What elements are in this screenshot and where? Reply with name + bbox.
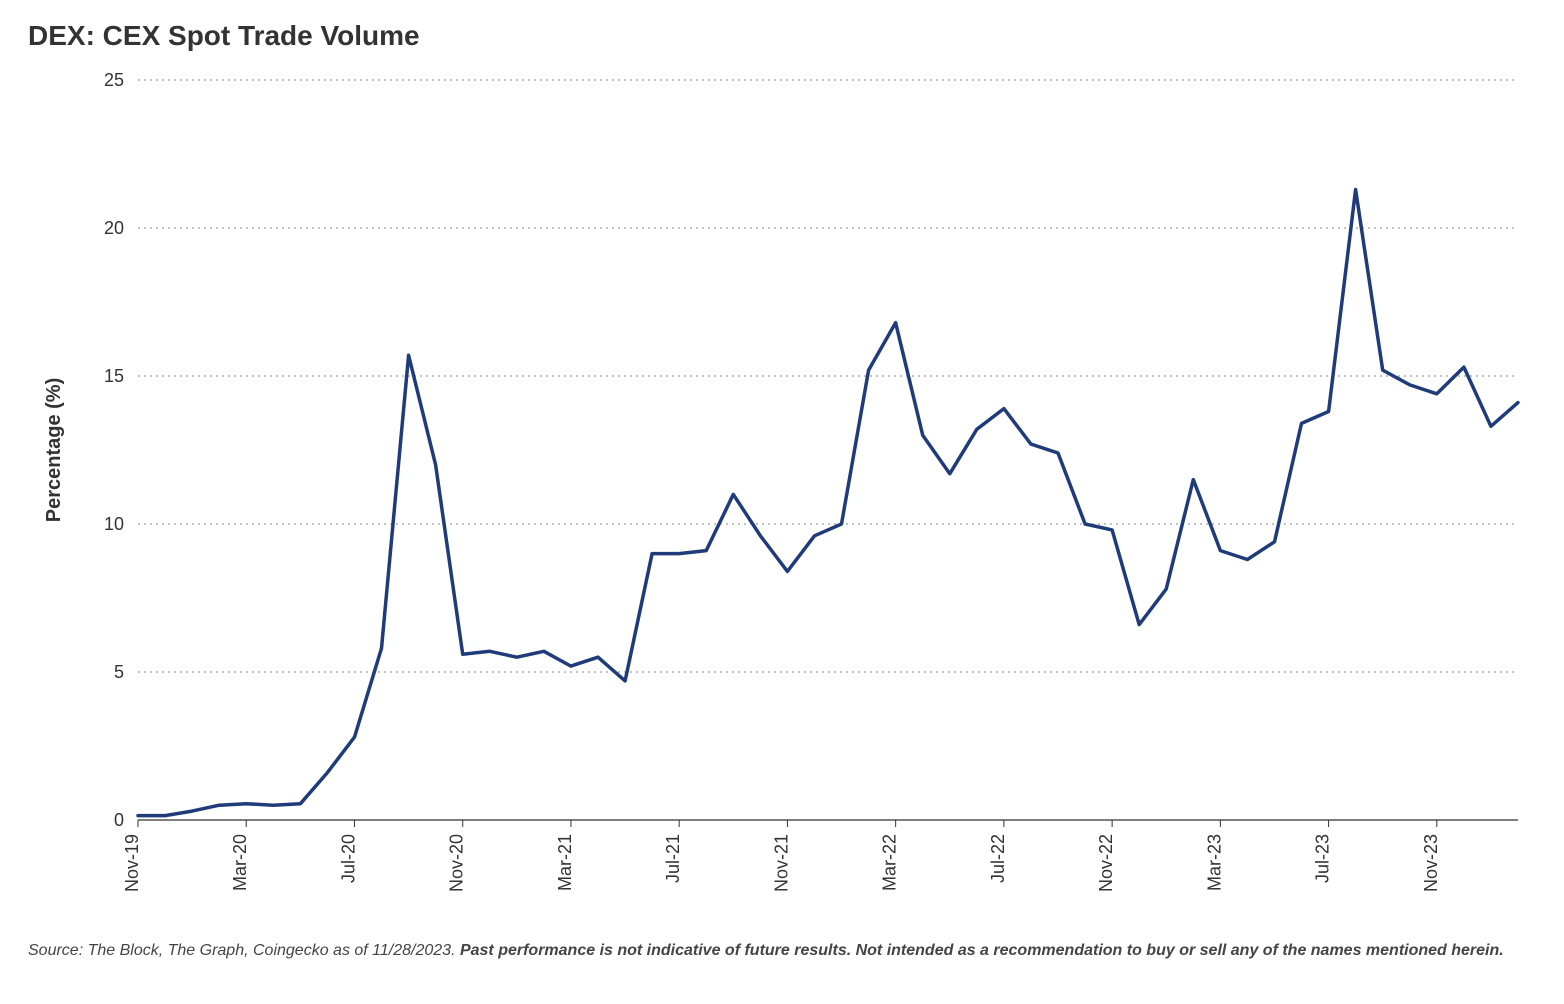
svg-text:Mar-22: Mar-22 — [880, 834, 900, 891]
svg-text:Nov-19: Nov-19 — [122, 834, 142, 892]
chart-footnote: Source: The Block, The Graph, Coingecko … — [28, 940, 1528, 962]
svg-text:Jul-21: Jul-21 — [663, 834, 683, 883]
svg-text:Mar-23: Mar-23 — [1204, 834, 1224, 891]
svg-text:Mar-20: Mar-20 — [230, 834, 250, 891]
svg-text:5: 5 — [114, 662, 124, 682]
footnote-source: Source: The Block, The Graph, Coingecko … — [28, 942, 460, 959]
svg-text:0: 0 — [114, 810, 124, 830]
svg-text:Jul-20: Jul-20 — [338, 834, 358, 883]
plot-background — [28, 60, 1536, 930]
svg-text:15: 15 — [104, 366, 124, 386]
svg-text:10: 10 — [104, 514, 124, 534]
svg-text:25: 25 — [104, 70, 124, 90]
y-axis-title: Percentage (%) — [43, 378, 65, 523]
svg-text:Mar-21: Mar-21 — [555, 834, 575, 891]
line-chart-svg: 0 5 10 15 20 25 Percentage (%) Nov-19 Mar-20 Jul-… — [28, 60, 1536, 930]
svg-text:Nov-23: Nov-23 — [1421, 834, 1441, 892]
chart-container: DEX: CEX Spot Trade Volume 0 5 10 15 20 25 Per… — [0, 0, 1564, 1004]
svg-text:20: 20 — [104, 218, 124, 238]
svg-text:Nov-20: Nov-20 — [447, 834, 467, 892]
chart-title: DEX: CEX Spot Trade Volume — [28, 20, 1536, 52]
svg-text:Nov-22: Nov-22 — [1096, 834, 1116, 892]
svg-text:Jul-22: Jul-22 — [988, 834, 1008, 883]
footnote-disclaimer: Past performance is not indicative of fu… — [460, 942, 1504, 959]
svg-text:Nov-21: Nov-21 — [771, 834, 791, 892]
svg-text:Jul-23: Jul-23 — [1313, 834, 1333, 883]
chart-wrap: 0 5 10 15 20 25 Percentage (%) Nov-19 Mar-20 Jul-… — [28, 60, 1536, 930]
